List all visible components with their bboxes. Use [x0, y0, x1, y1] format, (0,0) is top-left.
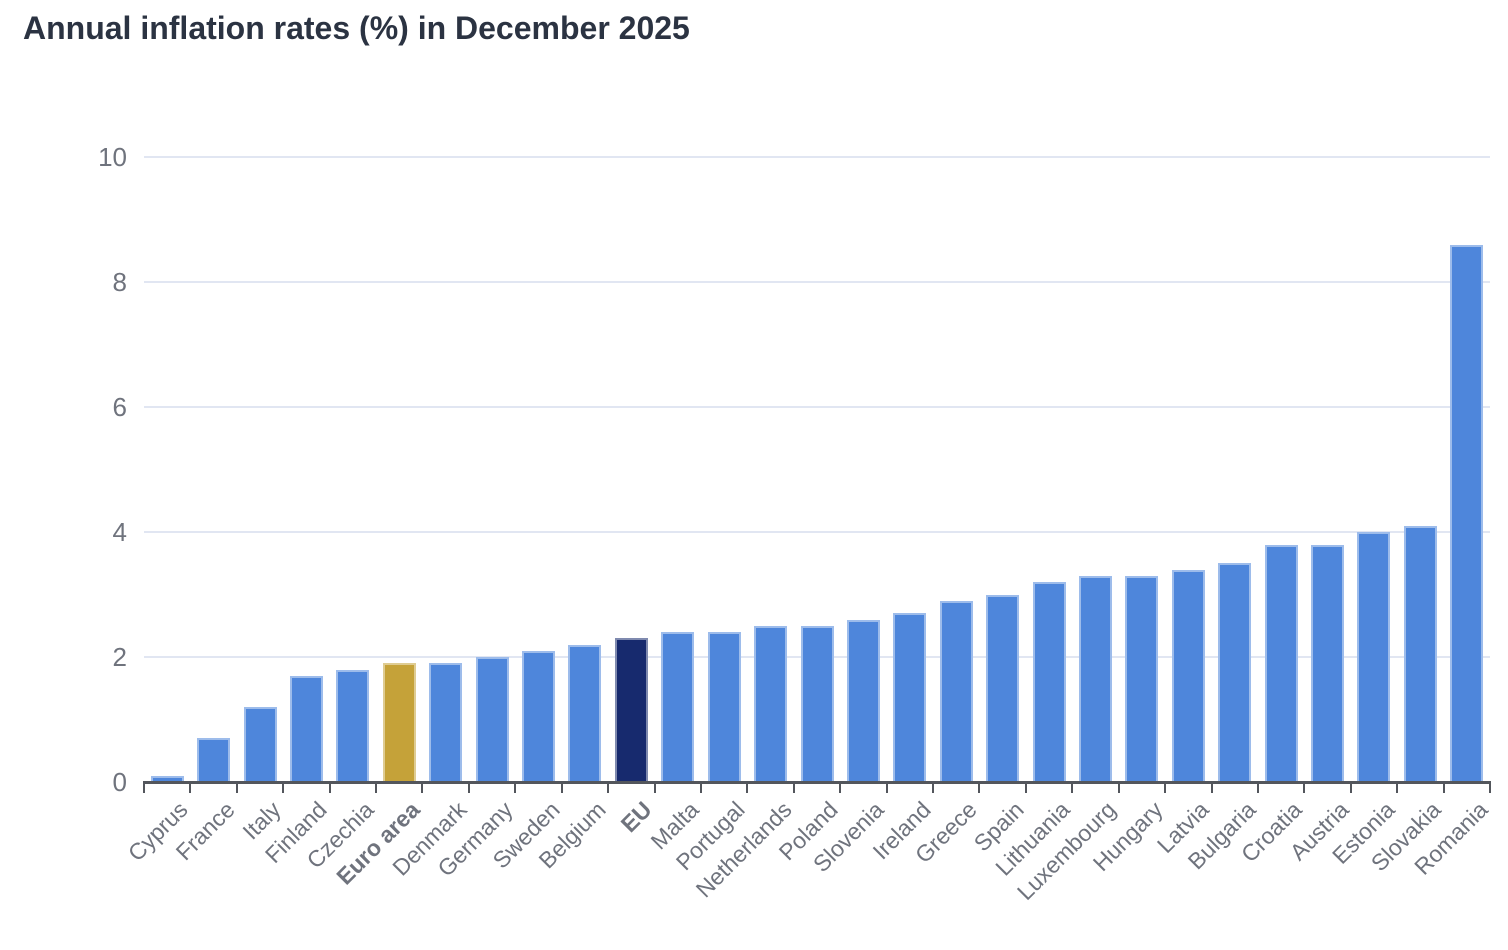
x-axis-tick: [792, 784, 795, 793]
gridline: [144, 406, 1490, 409]
y-axis-tick-label: 2: [112, 642, 127, 673]
x-axis-tick: [1256, 784, 1259, 793]
y-axis-tick-label: 6: [112, 392, 127, 423]
bar-portugal[interactable]: [707, 632, 741, 782]
bar-austria[interactable]: [1311, 544, 1345, 782]
bar-italy[interactable]: [243, 707, 277, 782]
bar-bulgaria[interactable]: [1218, 563, 1252, 782]
x-axis-tick: [1349, 784, 1352, 793]
bar-croatia[interactable]: [1264, 544, 1298, 782]
bar-finland[interactable]: [289, 675, 323, 782]
bar-sweden[interactable]: [522, 650, 556, 782]
x-axis-tick: [746, 784, 749, 793]
x-axis-tick: [421, 784, 424, 793]
bar-denmark[interactable]: [429, 663, 463, 782]
x-axis-tick: [235, 784, 238, 793]
x-axis-tick: [467, 784, 470, 793]
bar-poland[interactable]: [800, 625, 834, 782]
x-axis-tick: [607, 784, 610, 793]
x-axis-tick: [189, 784, 192, 793]
bar-slovakia[interactable]: [1403, 525, 1437, 782]
x-axis-tick: [375, 784, 378, 793]
x-axis-tick: [328, 784, 331, 793]
x-axis-tick: [839, 784, 842, 793]
bar-estonia[interactable]: [1357, 532, 1391, 782]
bar-belgium[interactable]: [568, 644, 602, 782]
bar-germany[interactable]: [475, 657, 509, 782]
gridline: [144, 281, 1490, 284]
y-axis-tick-label: 0: [112, 767, 127, 797]
y-axis-tick-label: 4: [112, 517, 127, 548]
gridline: [144, 156, 1490, 159]
x-axis-tick: [978, 784, 981, 793]
x-axis-tick: [932, 784, 935, 793]
y-axis-tick-label: 10: [98, 142, 127, 173]
bar-france[interactable]: [197, 738, 231, 782]
x-axis-tick: [1303, 784, 1306, 793]
chart-title: Annual inflation rates (%) in December 2…: [23, 10, 690, 46]
bar-romania[interactable]: [1450, 244, 1484, 782]
bar-euro-area[interactable]: [382, 663, 416, 782]
x-axis-tick: [699, 784, 702, 793]
gridline: [144, 531, 1490, 534]
x-axis-tick: [1164, 784, 1167, 793]
y-axis-tick-label: 8: [112, 267, 127, 298]
bar-slovenia[interactable]: [846, 619, 880, 782]
bar-malta[interactable]: [661, 632, 695, 782]
bar-ireland[interactable]: [893, 613, 927, 782]
bar-cyprus[interactable]: [150, 775, 184, 782]
x-axis-tick: [1489, 784, 1491, 793]
x-axis-tick: [1071, 784, 1074, 793]
x-axis-line: [143, 781, 1491, 784]
x-axis-tick: [1210, 784, 1213, 793]
bar-lithuania[interactable]: [1032, 582, 1066, 782]
x-axis-tick: [1024, 784, 1027, 793]
bar-netherlands[interactable]: [754, 625, 788, 782]
x-axis-tick: [514, 784, 517, 793]
x-axis-tick: [885, 784, 888, 793]
x-axis-tick: [1396, 784, 1399, 793]
bar-spain[interactable]: [986, 594, 1020, 782]
bar-luxembourg[interactable]: [1078, 575, 1112, 782]
x-axis-tick: [143, 784, 145, 793]
x-axis-tick: [560, 784, 563, 793]
x-axis-tick: [282, 784, 285, 793]
x-axis-tick: [653, 784, 656, 793]
bar-czechia[interactable]: [336, 669, 370, 782]
bar-hungary[interactable]: [1125, 575, 1159, 782]
bar-eu[interactable]: [614, 638, 648, 782]
x-axis-tick: [1442, 784, 1445, 793]
x-axis-tick: [1117, 784, 1120, 793]
bar-greece[interactable]: [939, 600, 973, 782]
bar-latvia[interactable]: [1171, 569, 1205, 782]
